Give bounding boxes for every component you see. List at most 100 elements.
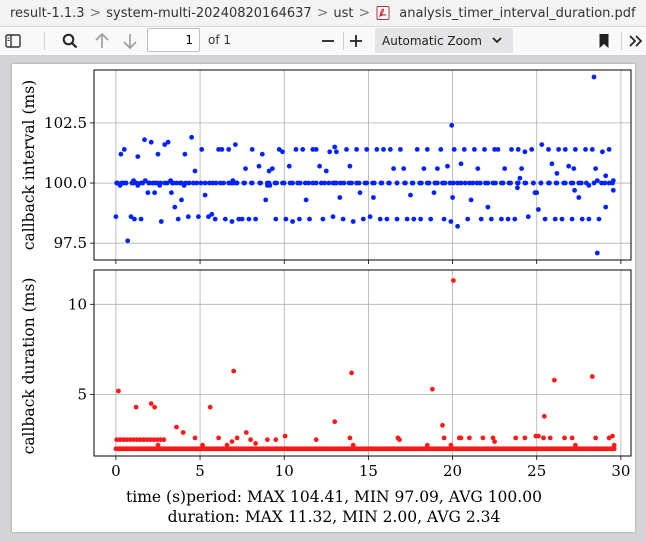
data-point (475, 166, 481, 171)
arrow-down-icon (123, 34, 137, 50)
data-point (154, 437, 160, 443)
data-point (148, 401, 154, 406)
data-point (246, 216, 252, 222)
breadcrumb: result-1.1.3 > system-multi-202408201646… (0, 0, 646, 27)
data-point (465, 216, 471, 222)
bookmark-button[interactable] (593, 29, 615, 53)
breadcrumb-item-result[interactable]: result-1.1.3 (10, 5, 85, 21)
zoom-out-button[interactable] (317, 29, 339, 53)
data-point (233, 142, 238, 147)
data-point (172, 204, 178, 210)
data-point (606, 180, 612, 186)
data-point (477, 180, 483, 186)
data-point (589, 374, 595, 379)
data-point (554, 171, 560, 176)
data-point (273, 437, 279, 443)
data-point (370, 180, 375, 186)
data-point (132, 216, 137, 222)
data-point (161, 437, 167, 443)
data-point (239, 216, 245, 222)
data-point (483, 180, 488, 186)
data-point (458, 161, 464, 167)
data-point (134, 437, 140, 443)
data-point (431, 190, 437, 196)
data-point (224, 442, 230, 448)
data-point (310, 147, 316, 152)
data-point (391, 166, 396, 171)
data-point (192, 168, 198, 174)
data-point (347, 435, 353, 441)
data-point (569, 216, 575, 222)
data-point (367, 214, 373, 220)
data-point (610, 433, 615, 439)
data-point (158, 219, 164, 224)
breadcrumb-item-ust[interactable]: ust (333, 5, 354, 21)
data-point (226, 180, 232, 186)
zoom-in-button[interactable] (345, 29, 367, 53)
data-point (573, 147, 578, 152)
data-point (148, 139, 154, 145)
arrow-up-icon (95, 32, 109, 48)
data-point (125, 238, 131, 244)
data-point (290, 219, 295, 224)
data-point (199, 147, 205, 152)
breadcrumb-item-file[interactable]: analysis_timer_interval_duration.pdf (399, 5, 636, 21)
x-tick-label: 5 (195, 462, 205, 480)
data-point (410, 180, 416, 186)
sidebar-toggle-button[interactable] (2, 29, 24, 53)
zoom-select[interactable]: Automatic Zoom (375, 28, 513, 53)
data-point (594, 250, 600, 256)
data-point (451, 180, 456, 186)
data-point (206, 180, 212, 186)
data-point (145, 190, 151, 196)
data-point (213, 180, 219, 186)
data-point (360, 216, 366, 222)
data-point (221, 180, 227, 186)
data-point (610, 178, 616, 183)
plus-icon (350, 35, 362, 47)
data-point (377, 216, 383, 222)
data-point (222, 216, 228, 222)
data-point (357, 190, 363, 196)
data-point (451, 147, 457, 152)
data-point (569, 435, 575, 441)
data-point (505, 216, 511, 222)
double-chevron-right-icon (629, 35, 643, 47)
data-point (536, 207, 541, 212)
tools-menu-button[interactable] (626, 29, 646, 53)
data-point (482, 147, 487, 152)
data-point (282, 433, 288, 439)
data-point (428, 216, 434, 222)
data-point (313, 437, 319, 443)
data-point (611, 446, 617, 452)
data-point (350, 442, 356, 448)
data-point (381, 147, 386, 152)
breadcrumb-item-system-multi[interactable]: system-multi-20240820164637 (106, 5, 312, 21)
data-point (196, 214, 201, 220)
data-point (341, 180, 347, 186)
search-button[interactable] (59, 29, 81, 53)
toolbar-divider (343, 32, 344, 50)
data-point (174, 180, 179, 186)
data-point (323, 168, 329, 174)
data-point (447, 180, 453, 186)
data-point (525, 214, 531, 220)
data-point (467, 180, 472, 186)
data-point (461, 147, 467, 152)
search-icon (62, 33, 78, 49)
data-point (127, 437, 133, 443)
data-point (135, 183, 141, 188)
data-point (340, 216, 346, 222)
data-point (192, 435, 198, 441)
data-point (547, 180, 552, 186)
previous-page-button[interactable] (91, 29, 113, 53)
data-point (189, 134, 195, 140)
data-point (354, 180, 359, 186)
data-point (451, 278, 456, 283)
data-point (449, 122, 455, 128)
page-number-input[interactable] (147, 28, 200, 52)
next-page-button[interactable] (119, 29, 141, 53)
data-point (248, 437, 254, 443)
data-point (281, 180, 287, 186)
data-point (534, 190, 540, 196)
